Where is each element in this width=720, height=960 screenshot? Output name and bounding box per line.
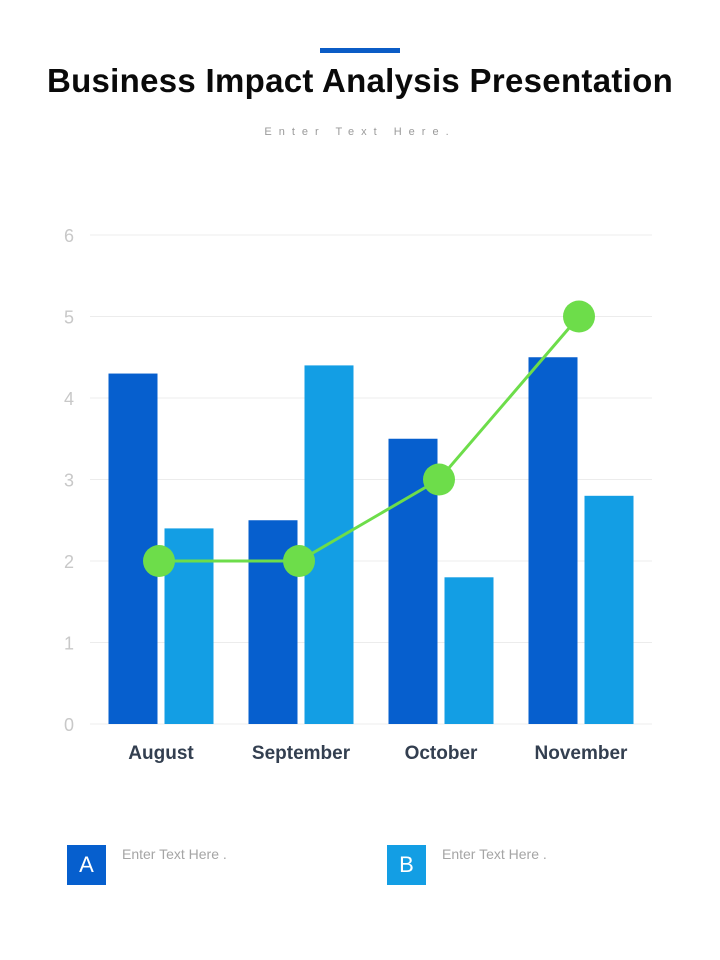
x-category-label: October xyxy=(405,743,478,764)
combo-chart: 0 1 2 3 4 5 6 August September October November xyxy=(64,226,652,764)
y-tick-label: 4 xyxy=(64,389,74,409)
legend-text-b: Enter Text Here . xyxy=(442,846,547,862)
trend-line xyxy=(143,300,595,577)
trend-point xyxy=(143,545,175,577)
y-tick-label: 5 xyxy=(64,308,74,328)
page-title: Business Impact Analysis Presentation xyxy=(46,62,674,99)
y-tick-label: 0 xyxy=(64,715,74,735)
x-axis-category-labels: August September October November xyxy=(128,743,628,764)
trend-line-path xyxy=(159,315,581,563)
trend-point xyxy=(563,300,595,333)
trend-point xyxy=(283,545,315,577)
x-category-label: August xyxy=(128,743,194,764)
bar-b-october xyxy=(444,577,494,724)
title-accent-bar xyxy=(320,48,400,53)
y-tick-label: 2 xyxy=(64,552,74,572)
y-tick-label: 1 xyxy=(64,634,74,654)
legend-text-a: Enter Text Here . xyxy=(122,846,227,862)
trend-point xyxy=(423,463,455,496)
legend-badge-b: B xyxy=(387,845,426,885)
bars xyxy=(108,357,634,724)
y-tick-label: 6 xyxy=(64,226,74,246)
x-category-label: November xyxy=(535,743,629,764)
y-axis-tick-labels: 0 1 2 3 4 5 6 xyxy=(64,226,74,735)
page-subtitle: Enter Text Here. xyxy=(264,126,456,138)
x-category-label: September xyxy=(252,743,351,764)
y-tick-label: 3 xyxy=(64,471,74,491)
bar-b-november xyxy=(584,495,634,724)
legend-badge-a: A xyxy=(67,845,106,885)
bar-a-november xyxy=(528,357,578,724)
